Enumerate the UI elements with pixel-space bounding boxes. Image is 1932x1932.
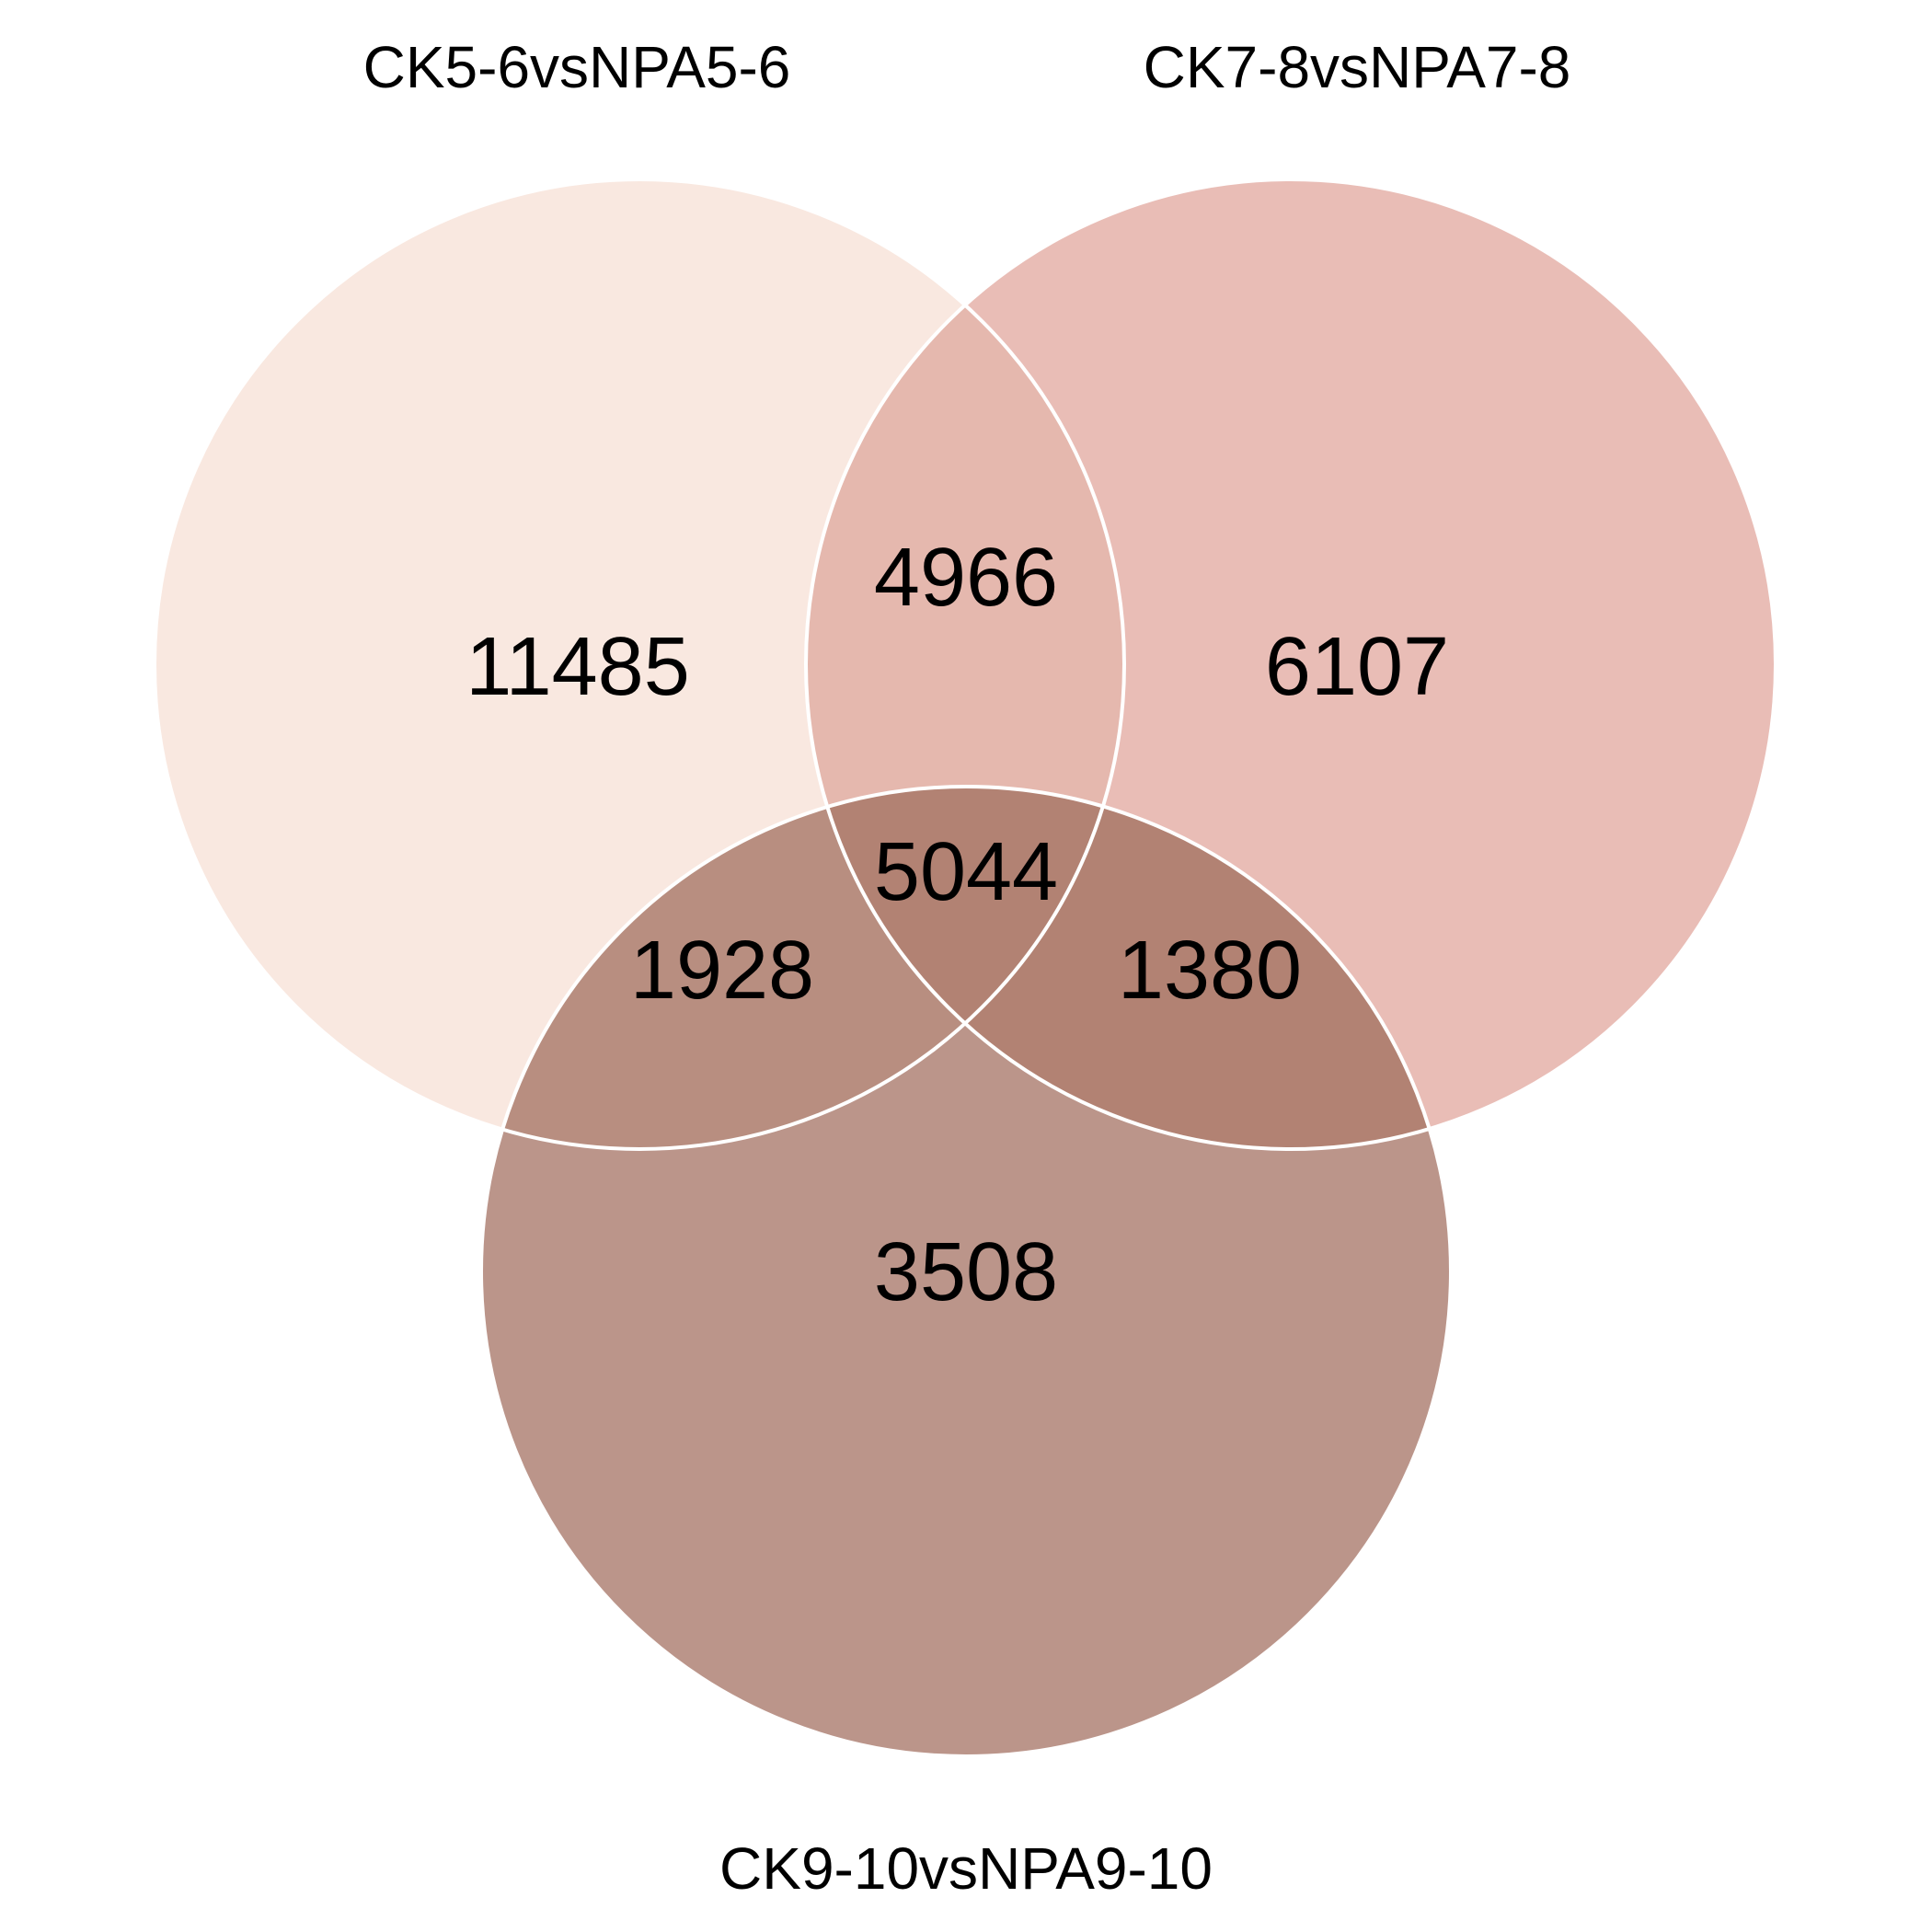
count-a-b: 4966 — [874, 532, 1058, 624]
set-b-outline — [804, 178, 1777, 1151]
count-a-c: 1928 — [630, 925, 814, 1017]
count-a-b-c: 5044 — [874, 826, 1058, 918]
set-a-outline — [153, 178, 1126, 1151]
count-b-only: 6107 — [1265, 621, 1449, 713]
set-c-outline — [479, 785, 1453, 1758]
count-c-only: 3508 — [874, 1226, 1058, 1318]
set-label-c: CK9-10vsNPA9-10 — [719, 1835, 1213, 1902]
region-a-c — [481, 787, 1124, 1149]
count-b-c: 1380 — [1118, 925, 1302, 1017]
region-b-c — [806, 787, 1451, 1149]
set-label-a: CK5-6vsNPA5-6 — [363, 34, 791, 100]
count-a-only: 11485 — [466, 621, 690, 713]
set-label-b: CK7-8vsNPA7-8 — [1144, 34, 1571, 100]
